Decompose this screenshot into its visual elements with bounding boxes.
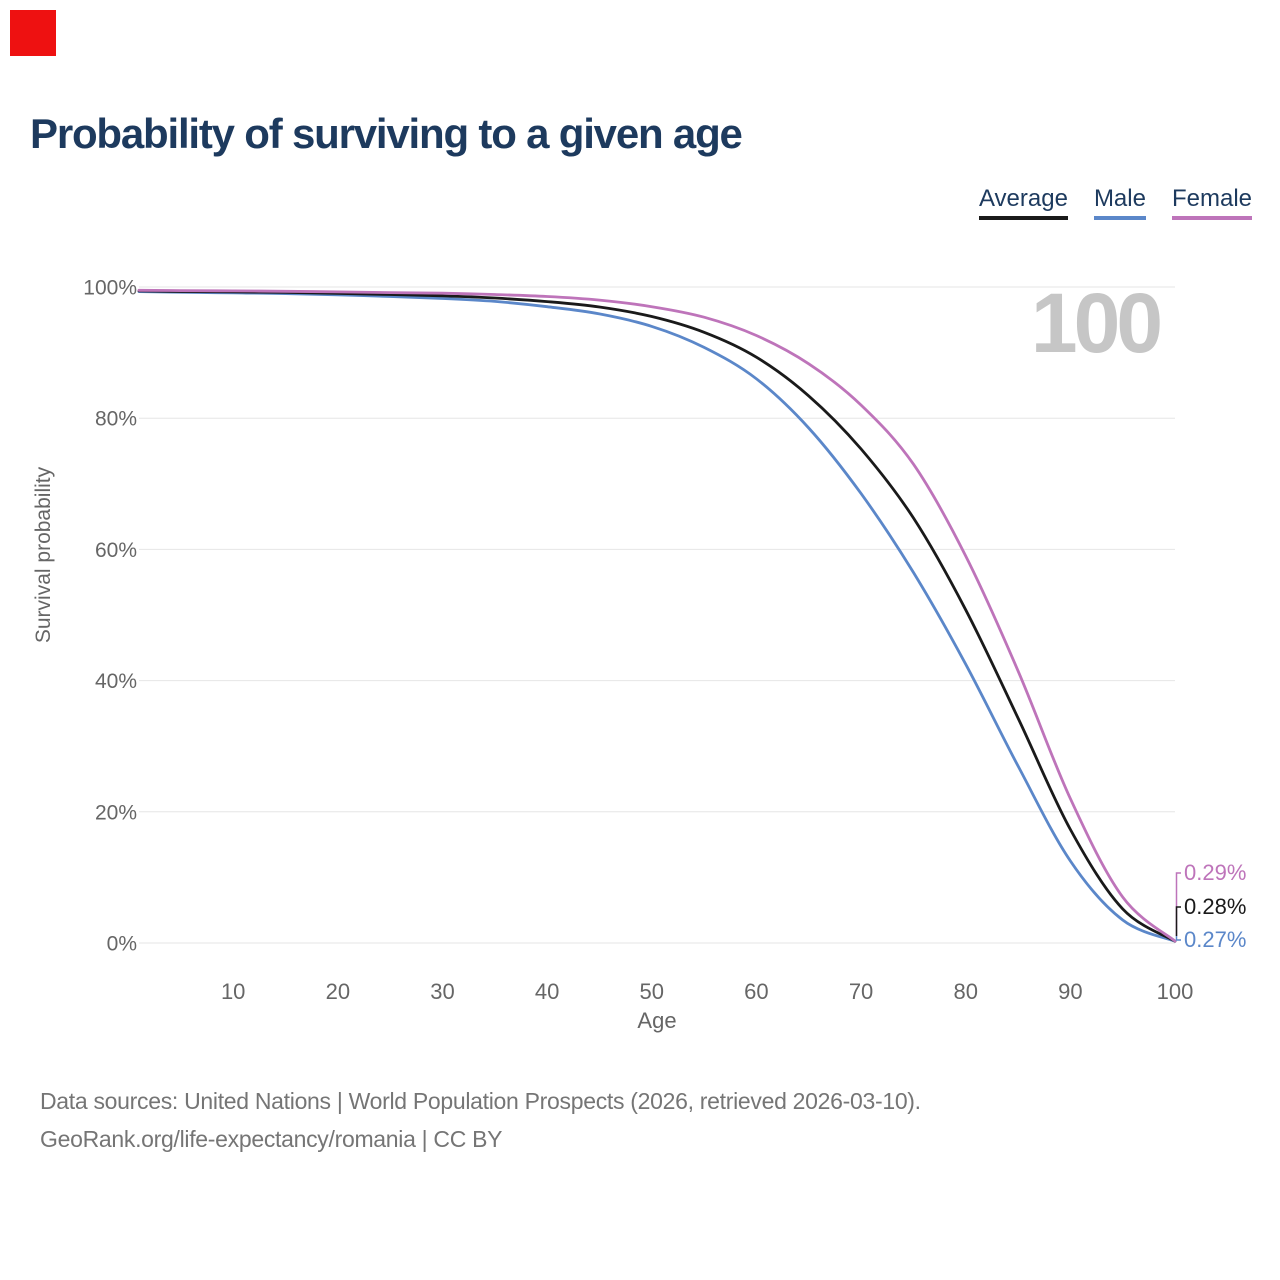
data-source-note: Data sources: United Nations | World Pop… — [40, 1082, 921, 1158]
data-source-line1: Data sources: United Nations | World Pop… — [40, 1088, 921, 1114]
legend: Average Male Female — [978, 185, 1252, 221]
x-tick-label: 80 — [953, 979, 977, 1004]
y-axis-title: Survival probability — [32, 466, 55, 643]
x-tick-label: 100 — [1157, 979, 1194, 1004]
series-line-average — [137, 289, 1177, 943]
y-tick-label: 100% — [83, 277, 137, 300]
end-label-female: 0.29% — [1184, 860, 1247, 885]
end-label-average: 0.28% — [1184, 894, 1247, 919]
data-source-line2: GeoRank.org/life-expectancy/romania | CC… — [40, 1126, 503, 1152]
watermark: 100 — [1031, 276, 1160, 370]
x-tick-label: 10 — [221, 979, 245, 1004]
x-axis-title: Age — [637, 1008, 676, 1033]
x-tick-label: 40 — [535, 979, 559, 1004]
series-line-male — [137, 290, 1177, 943]
end-connector-male — [1175, 936, 1181, 941]
end-connector-average — [1175, 906, 1181, 936]
y-tick-label: 20% — [95, 801, 137, 824]
x-tick-label: 20 — [326, 979, 350, 1004]
y-tick-label: 0% — [107, 933, 137, 956]
y-tick-label: 40% — [95, 670, 137, 693]
legend-item-average[interactable]: Average — [978, 185, 1068, 221]
red-marker-square — [10, 10, 56, 56]
x-tick-label: 30 — [430, 979, 454, 1004]
y-tick-label: 60% — [95, 539, 137, 562]
x-tick-label: 90 — [1058, 979, 1082, 1004]
end-label-male: 0.27% — [1184, 927, 1247, 952]
legend-item-female[interactable]: Female — [1171, 185, 1252, 221]
series-line-female — [137, 288, 1177, 943]
legend-item-male[interactable]: Male — [1093, 185, 1146, 221]
x-tick-label: 70 — [849, 979, 873, 1004]
x-tick-label: 60 — [744, 979, 768, 1004]
x-tick-label: 50 — [640, 979, 664, 1004]
page-title: Probability of surviving to a given age — [30, 110, 743, 157]
y-tick-label: 80% — [95, 408, 137, 431]
